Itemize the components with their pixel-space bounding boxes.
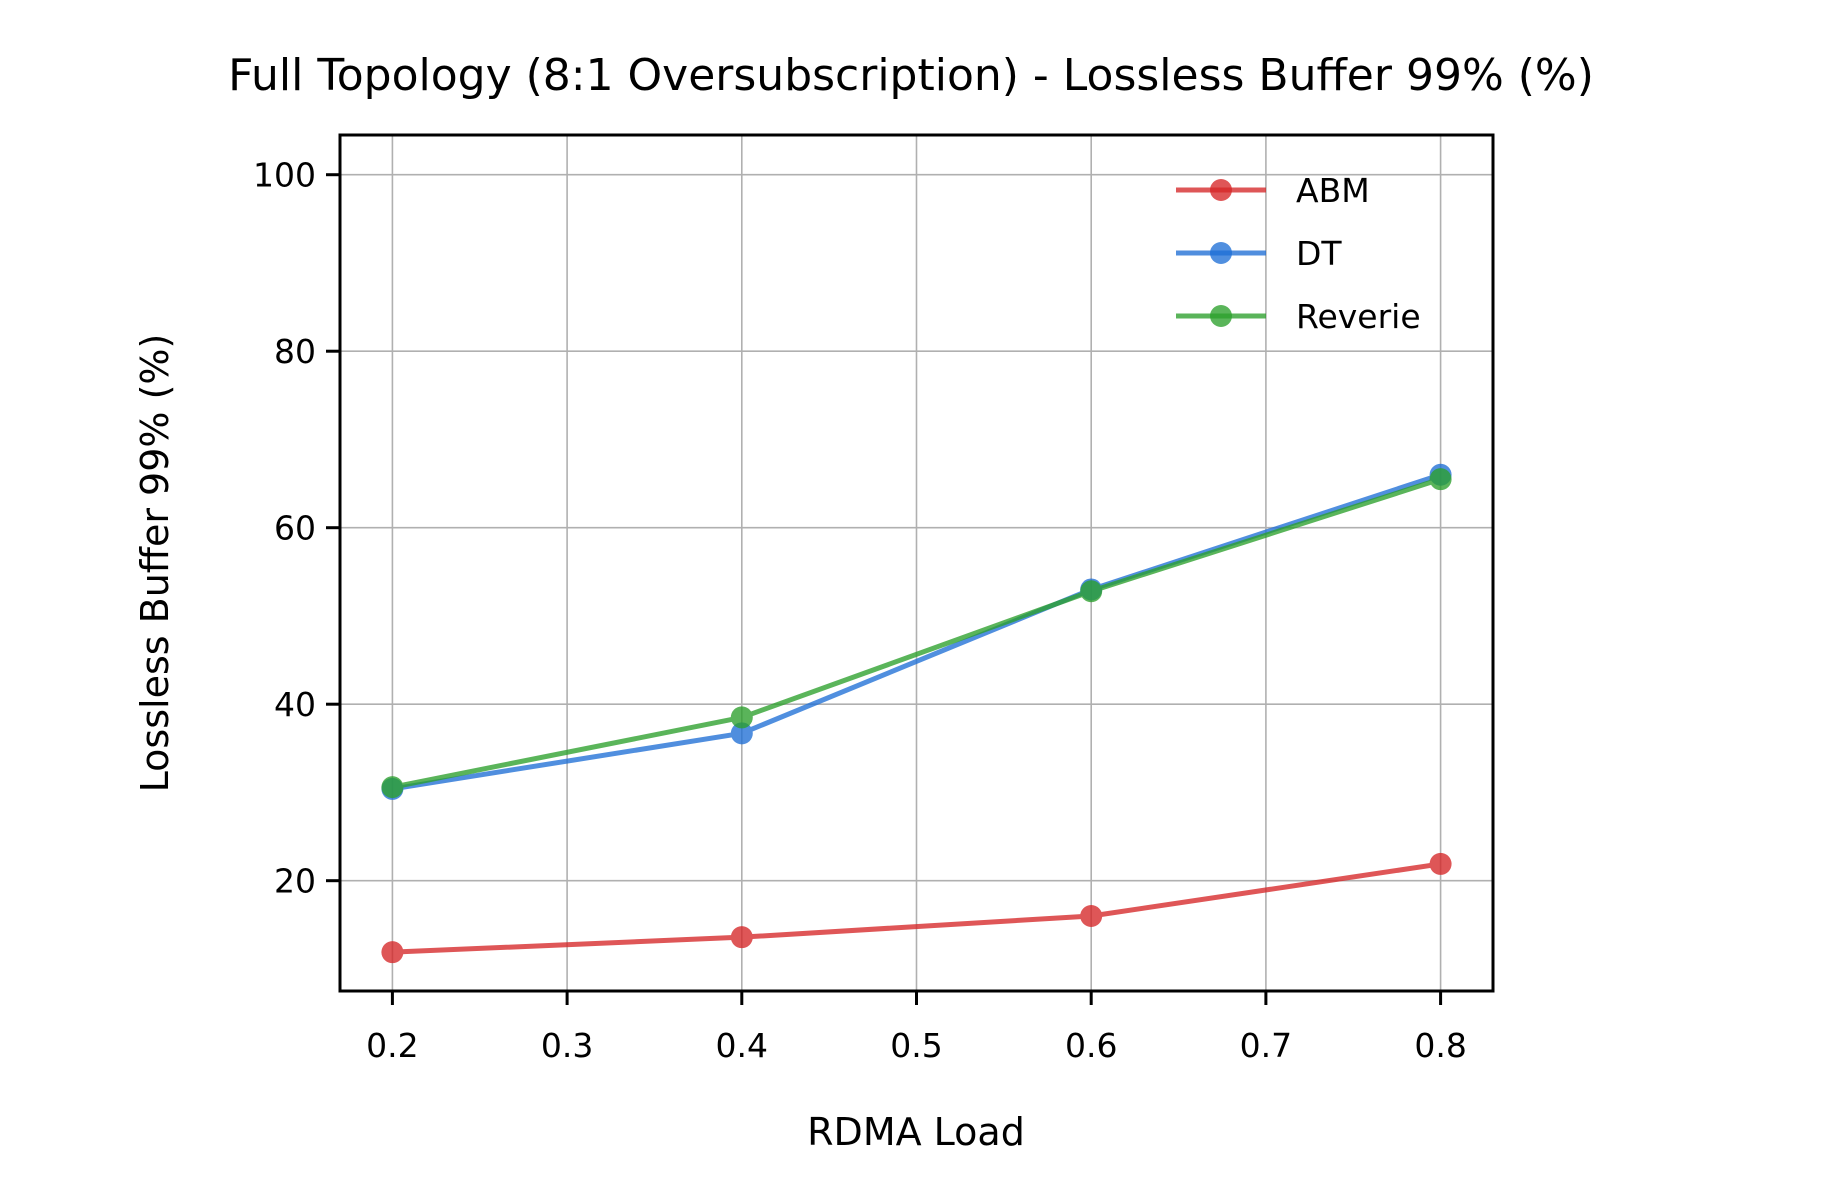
x-tick-label: 0.7: [1240, 1026, 1292, 1065]
x-axis-label: RDMA Load: [807, 1110, 1025, 1154]
x-tick-label: 0.5: [890, 1026, 942, 1065]
data-point-abm: [731, 926, 753, 948]
y-axis-label: Lossless Buffer 99% (%): [133, 334, 177, 793]
data-point-reverie: [731, 706, 753, 728]
y-tick-label: 100: [253, 156, 316, 195]
legend-label: Reverie: [1296, 297, 1421, 336]
legend-item-dt: DT: [1176, 234, 1342, 273]
data-point-abm: [1430, 853, 1452, 875]
data-point-abm: [1080, 905, 1102, 927]
chart-title: Full Topology (8:1 Oversubscription) - L…: [228, 50, 1594, 101]
x-tick-label: 0.8: [1414, 1026, 1466, 1065]
legend-swatch-marker: [1210, 179, 1232, 201]
x-tick-label: 0.2: [366, 1026, 418, 1065]
data-point-abm: [381, 941, 403, 963]
y-tick-label: 60: [274, 509, 316, 548]
legend-item-reverie: Reverie: [1176, 297, 1421, 336]
y-tick-label: 40: [274, 685, 316, 724]
x-tick-label: 0.4: [716, 1026, 768, 1065]
x-tick-label: 0.3: [541, 1026, 593, 1065]
data-point-reverie: [1080, 580, 1102, 602]
x-axis: 0.2 0.3 0.4 0.5 0.6 0.7 0.8: [366, 991, 1467, 1065]
data-point-reverie: [1430, 468, 1452, 490]
legend-swatch-marker: [1210, 305, 1232, 327]
legend-label: DT: [1296, 234, 1342, 273]
legend-item-abm: ABM: [1176, 171, 1370, 210]
y-axis: 20 40 60 80 100: [253, 156, 340, 901]
data-point-reverie: [381, 776, 403, 798]
y-tick-label: 20: [274, 862, 316, 901]
y-tick-label: 80: [274, 332, 316, 371]
legend-swatch-marker: [1210, 242, 1232, 264]
legend: ABM DT Reverie: [1176, 171, 1421, 336]
legend-label: ABM: [1296, 171, 1370, 210]
x-tick-label: 0.6: [1065, 1026, 1117, 1065]
